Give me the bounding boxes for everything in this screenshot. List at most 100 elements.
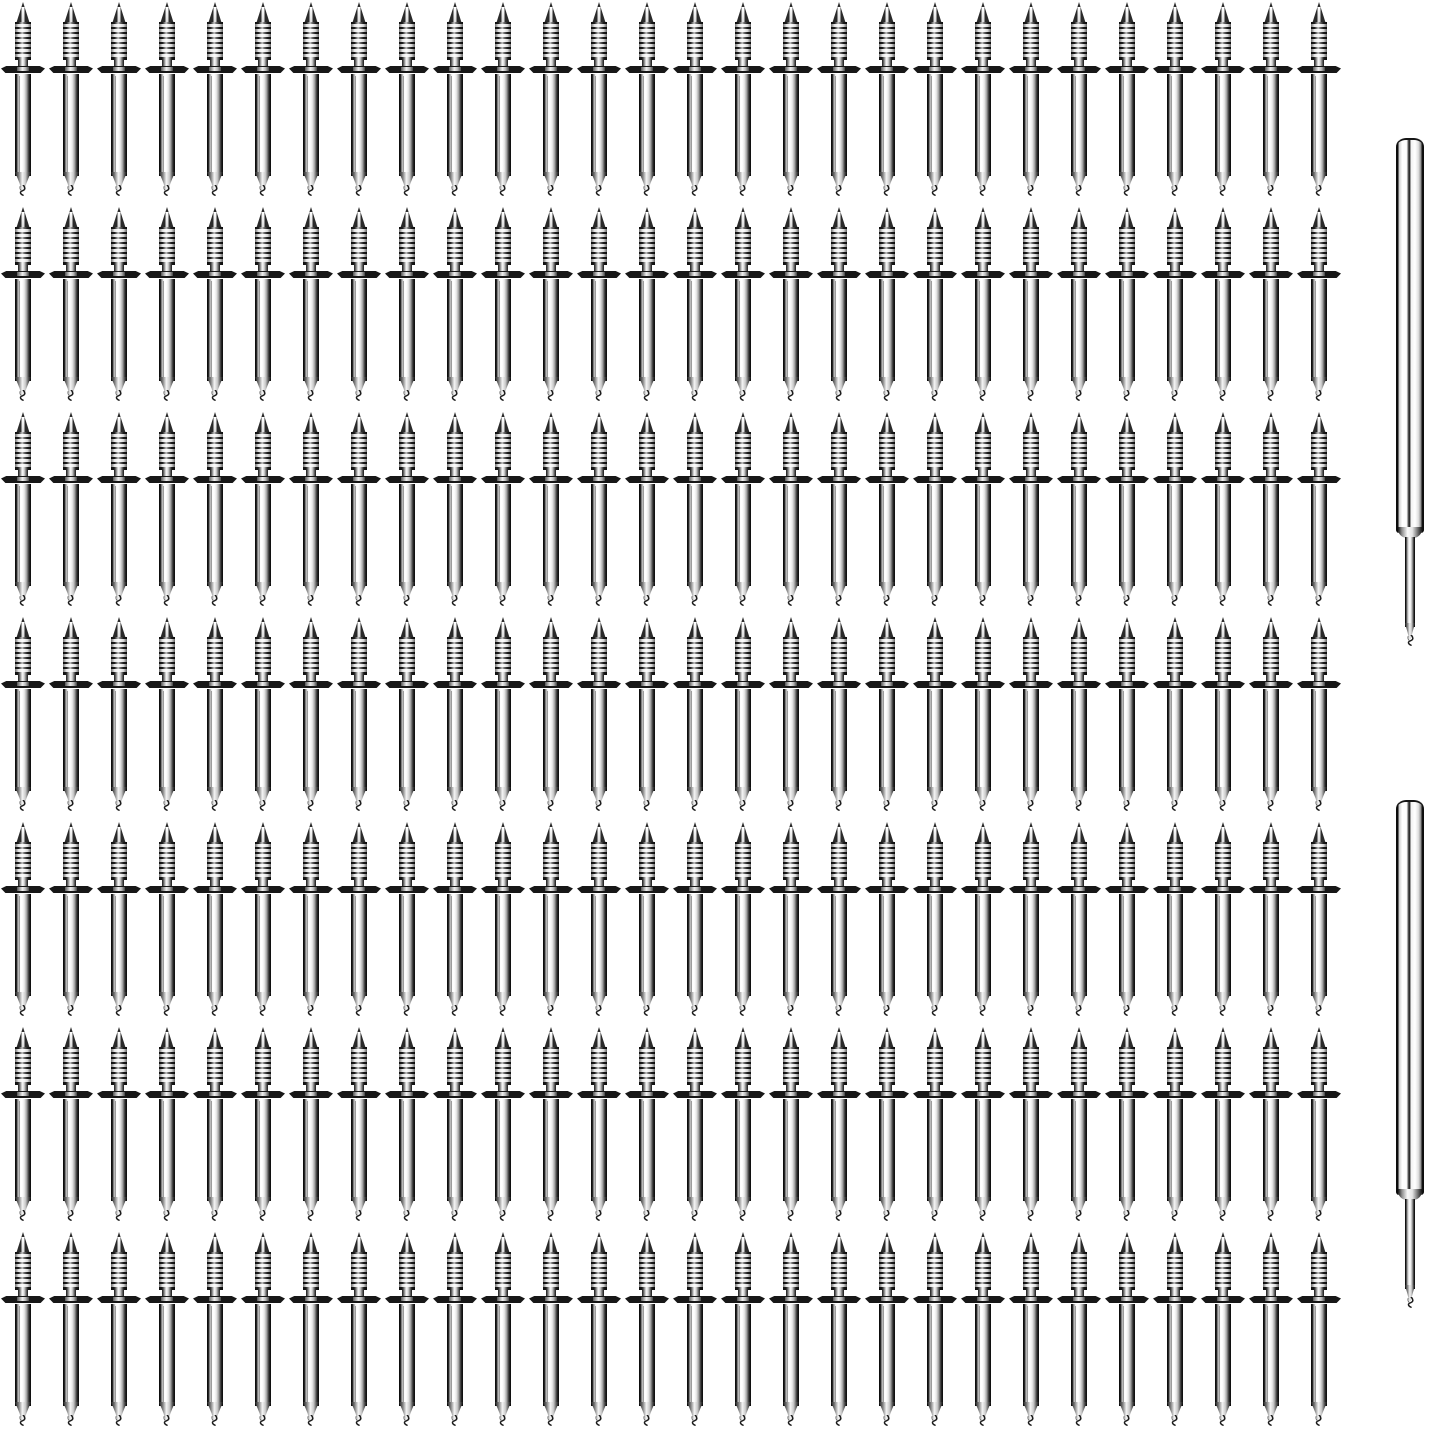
flange-collar-icon [865,268,909,281]
threaded-head-icon [1118,822,1136,887]
cutting-blade [913,1027,957,1223]
head-neck [498,877,508,887]
thread-sheen [591,842,607,880]
flange-highlight [929,67,941,71]
thread-sheen [1023,1252,1039,1290]
threaded-head-icon [158,617,176,682]
cone-tip-highlight [117,1032,121,1049]
thread-sheen [15,227,31,265]
blade-hook-icon [1074,595,1083,607]
flange-collar-icon [1201,1293,1245,1306]
blade-shaft [639,894,655,996]
flange-collar-icon [49,268,93,281]
blade-shaft [207,894,223,996]
flange-collar-icon [1,1088,45,1101]
flange-collar-icon [1153,1088,1197,1101]
shaft-seam [211,486,212,582]
cone-tip-highlight [1173,417,1177,434]
threaded-head-icon [1118,207,1136,272]
blade-hook-icon [1122,1415,1131,1427]
cone-tip-highlight [741,1032,745,1049]
threaded-head-icon [158,1232,176,1297]
cutting-blade [961,207,1005,403]
threaded-head-icon [590,1232,608,1297]
blade-hook-icon [354,595,363,607]
flange-collar-icon [961,678,1005,691]
cone-tip-highlight [453,212,457,229]
shaft-seam [979,486,980,582]
cutting-blade [577,1232,621,1428]
thread-sheen [975,1047,991,1085]
flange-highlight [1073,887,1085,891]
thread-sheen [15,1252,31,1290]
flange-collar-icon [1,678,45,691]
thread-sheen [207,22,223,60]
blade-shaft [543,689,559,791]
thread-sheen [543,432,559,470]
thread-sheen [1311,637,1327,675]
flange-collar-icon [1297,1293,1341,1306]
shaft-seam [1123,896,1124,992]
head-neck [978,1287,988,1297]
blade-hook-icon [1074,185,1083,197]
thread-sheen [1215,227,1231,265]
blade-shaft [735,1099,751,1201]
flange-collar-icon [769,1088,813,1101]
blade-hook-icon [690,185,699,197]
cone-tip-highlight [549,1032,553,1049]
thread-sheen [15,432,31,470]
blade-shaft [1119,484,1135,586]
head-neck [978,877,988,887]
head-neck [18,1082,28,1092]
flange-highlight [257,887,269,891]
blade-hook-icon [1314,800,1323,812]
flange-collar-icon [481,473,525,486]
threaded-head-icon [1118,1232,1136,1297]
cutting-blade [1105,1232,1149,1428]
blade-shaft [687,1304,703,1406]
blade-shaft [735,279,751,381]
flange-collar-icon [337,473,381,486]
flange-highlight [1121,477,1133,481]
housing-barrel [1396,800,1424,1195]
blade-shaft [495,1099,511,1201]
blade-array [1,2,1341,1428]
cone-tip-highlight [1029,7,1033,24]
threaded-head-icon [878,1232,896,1297]
cone-tip-highlight [117,417,121,434]
cutting-blade [241,1232,285,1428]
thread-sheen [303,1047,319,1085]
cone-tip-highlight [549,212,553,229]
flange-highlight [1217,682,1229,686]
blade-hook-icon [1122,1210,1131,1222]
threaded-head-icon [782,2,800,67]
head-neck [690,467,700,477]
flange-collar-icon [721,883,765,896]
thread-sheen [879,842,895,880]
threaded-head-icon [494,822,512,887]
shaft-seam [1075,1306,1076,1402]
cutting-blade [817,207,861,403]
blade-shaft [687,74,703,176]
flange-collar-icon [97,63,141,76]
flange-highlight [1121,1092,1133,1096]
blade-hook-icon [354,1005,363,1017]
flange-highlight [545,477,557,481]
cutting-blade [145,207,189,403]
thread-sheen [447,842,463,880]
flange-collar-icon [193,63,237,76]
threaded-head-icon [782,1027,800,1092]
blade-shaft [351,484,367,586]
cutting-blade [241,1027,285,1223]
cutting-blade [1009,822,1053,1018]
cone-tip-highlight [1029,1237,1033,1254]
flange-highlight [641,272,653,276]
cone-tip-highlight [357,622,361,639]
shaft-seam [451,896,452,992]
head-neck [450,262,460,272]
blade-shaft [1311,1304,1327,1406]
shaft-seam [1171,1101,1172,1197]
blade-shaft [831,74,847,176]
cutting-blade [1249,1232,1293,1428]
flange-collar-icon [625,1088,669,1101]
